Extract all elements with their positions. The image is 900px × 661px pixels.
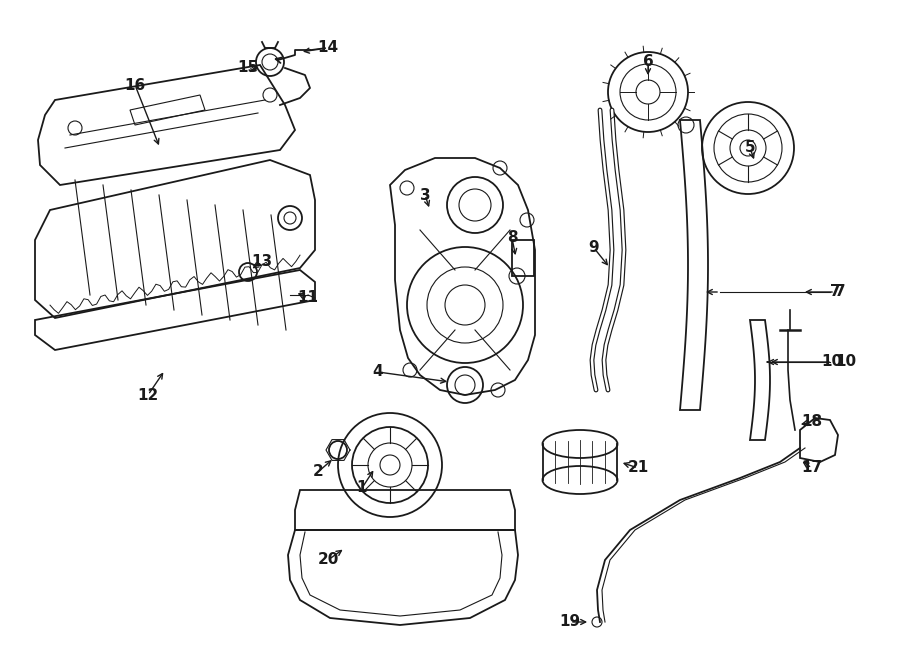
Text: 6: 6 <box>643 54 653 69</box>
Text: 10: 10 <box>835 354 856 369</box>
Text: 4: 4 <box>373 364 383 379</box>
Text: 7: 7 <box>830 284 841 299</box>
Text: 18: 18 <box>801 414 823 430</box>
Text: 16: 16 <box>124 77 146 93</box>
Text: 3: 3 <box>419 188 430 202</box>
Text: 8: 8 <box>507 231 517 245</box>
Text: 13: 13 <box>251 254 273 270</box>
Text: 2: 2 <box>312 465 323 479</box>
Text: 21: 21 <box>627 461 649 475</box>
Text: 14: 14 <box>318 40 338 56</box>
Text: 10: 10 <box>822 354 842 369</box>
Text: 9: 9 <box>589 241 599 256</box>
Text: 7: 7 <box>835 284 846 299</box>
Text: 15: 15 <box>238 61 258 75</box>
Text: 5: 5 <box>744 141 755 155</box>
Text: 20: 20 <box>318 553 338 568</box>
Text: 19: 19 <box>560 615 580 629</box>
Text: 1: 1 <box>356 481 367 496</box>
Text: 12: 12 <box>138 387 158 403</box>
Text: 11: 11 <box>298 290 319 305</box>
Bar <box>512 240 534 276</box>
Text: 17: 17 <box>801 461 823 475</box>
